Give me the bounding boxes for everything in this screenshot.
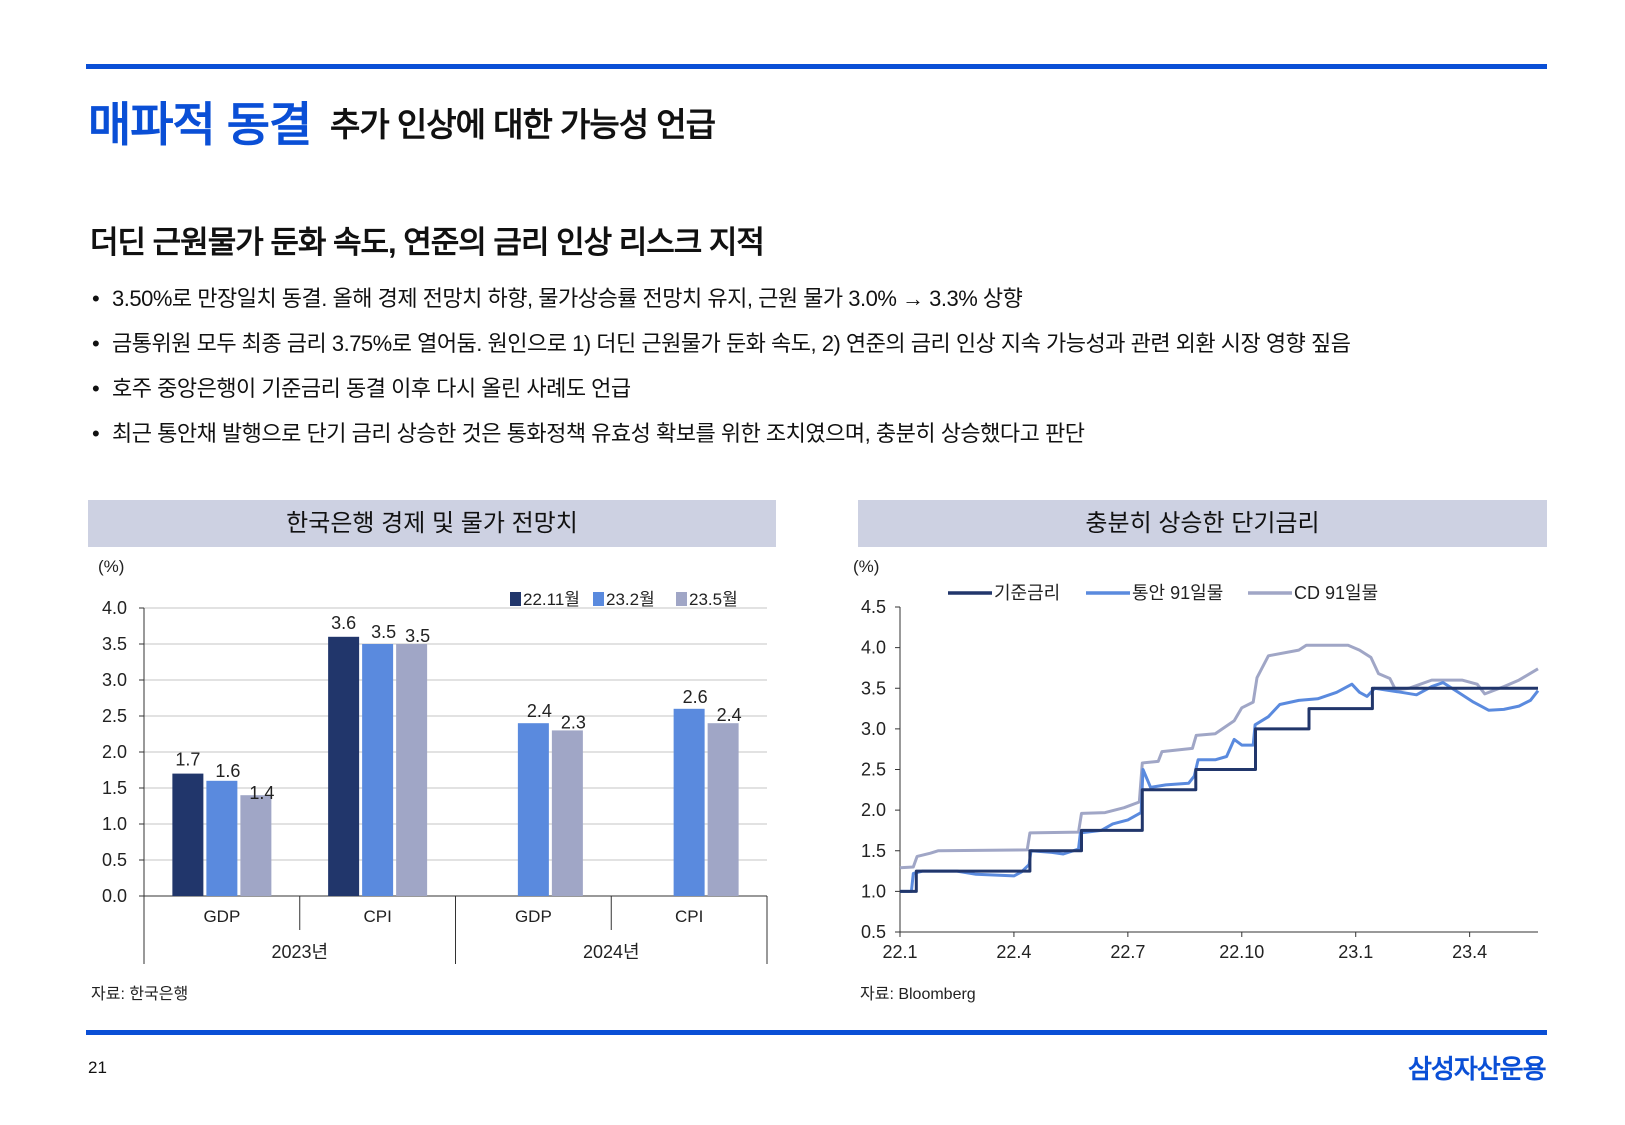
data-label: 3.5 [405,626,430,646]
data-label: 2.3 [561,712,586,732]
bullet-marker: • [92,286,100,311]
bullet-item: • 호주 중앙은행이 기준금리 동결 이후 다시 올린 사례도 언급 [92,373,1350,418]
y-axis-unit: (%) [853,557,879,576]
bar [396,644,428,896]
x-tick-label: 22.10 [1219,942,1264,962]
data-label: 1.6 [215,761,240,781]
data-label: 2.6 [683,687,708,707]
y-tick-label: 2.0 [861,800,886,820]
bullet-list: • 3.50%로 만장일치 동결. 올해 경제 전망치 하향, 물가상승률 전망치… [92,283,1351,463]
bullet-text: 호주 중앙은행이 기준금리 동결 이후 다시 올린 사례도 언급 [112,376,631,401]
bar [517,723,549,896]
legend-label: 통안 91일물 [1132,583,1223,603]
legend-label: 23.2월 [606,590,655,609]
page-number: 21 [88,1058,107,1077]
x-group-label: 2024년 [583,942,640,962]
legend-swatch [593,592,604,606]
x-category-label: CPI [675,907,703,926]
data-label: 3.6 [331,613,356,633]
data-label: 2.4 [527,701,552,721]
bar [328,636,360,896]
legend-label: 23.5월 [689,590,738,609]
x-category-label: GDP [203,907,240,926]
y-tick-label: 1.5 [861,841,886,861]
y-tick-label: 2.0 [102,742,127,762]
section-heading: 더딘 근원물가 둔화 속도, 연준의 금리 인상 리스크 지적 [90,225,765,260]
y-tick-label: 1.5 [102,778,127,798]
y-tick-label: 3.5 [102,634,127,654]
y-tick-label: 4.5 [861,597,886,617]
x-tick-label: 23.1 [1338,942,1373,962]
x-group-label: 2023년 [271,942,328,962]
x-category-label: GDP [515,907,552,926]
data-label: 2.4 [717,705,742,725]
bullet-text: 금통위원 모두 최종 금리 3.75%로 열어둠. 원인으로 1) 더딘 근원물… [112,331,1351,356]
x-tick-label: 22.4 [996,942,1031,962]
legend-swatch [510,592,521,606]
y-tick-label: 2.5 [861,760,886,780]
bullet-marker: • [92,376,100,401]
data-label: 1.4 [249,783,274,803]
legend-label: CD 91일물 [1294,583,1378,603]
bar-chart-source: 자료: 한국은행 [91,986,189,1003]
data-label: 3.5 [371,622,396,642]
bar [172,773,204,896]
page-subtitle: 추가 인상에 대한 가능성 언급 [330,106,716,143]
y-tick-label: 3.0 [861,719,886,739]
data-label: 1.7 [175,750,200,770]
y-tick-label: 1.0 [102,814,127,834]
line-chart: (%) 0.5 1.0 1.5 2.0 2.5 3.0 3.5 4.0 4.5 22.1 22.4 22… [853,557,1540,962]
x-category-label: CPI [363,907,391,926]
legend-swatch [676,592,687,606]
bar [673,708,705,896]
bar [551,730,583,896]
bullet-marker: • [92,331,100,356]
bar-chart-title: 한국은행 경제 및 물가 전망치 [88,500,776,547]
y-tick-label: 3.5 [861,678,886,698]
legend-label: 기준금리 [994,583,1060,603]
series-line [900,686,1538,893]
bullet-item: • 3.50%로 만장일치 동결. 올해 경제 전망치 하향, 물가상승률 전망치… [92,283,1350,328]
bar [362,644,394,896]
y-tick-label: 4.0 [861,638,886,658]
page-title: 매파적 동결 [88,98,312,151]
y-tick-label: 0.0 [102,886,127,906]
bullet-text: 최근 통안채 발행으로 단기 금리 상승한 것은 통화정책 유효성 확보를 위한… [112,421,1085,446]
bullet-marker: • [92,421,100,446]
bar [707,723,739,896]
line-chart-source: 자료: Bloomberg [860,986,976,1003]
bar [206,780,238,896]
line-chart-title: 충분히 상승한 단기금리 [858,500,1547,547]
y-tick-label: 3.0 [102,670,127,690]
legend-label: 22.11월 [523,590,580,609]
bar [240,795,272,896]
x-tick-label: 22.1 [882,942,917,962]
bullet-item: • 최근 통안채 발행으로 단기 금리 상승한 것은 통화정책 유효성 확보를 위… [92,418,1350,463]
y-tick-label: 2.5 [102,706,127,726]
series-line [900,681,1540,893]
bar-chart: (%) 0.0 0.5 1.0 1.5 2.0 2.5 3.0 3.5 4.0 GDP 1.7 1.6 1… [98,557,768,964]
y-tick-label: 4.0 [102,598,127,618]
y-tick-label: 0.5 [102,850,127,870]
y-tick-label: 0.5 [861,922,886,942]
bullet-item: • 금통위원 모두 최종 금리 3.75%로 열어둠. 원인으로 1) 더딘 근원… [92,328,1351,373]
y-axis-unit: (%) [98,557,124,576]
bottom-rule [86,1030,1547,1035]
top-rule [86,64,1547,69]
x-tick-label: 23.4 [1452,942,1487,962]
y-tick-label: 1.0 [861,881,886,901]
bullet-text: 3.50%로 만장일치 동결. 올해 경제 전망치 하향, 물가상승률 전망치 … [112,286,1023,311]
company-logo: 삼성자산운용 [1408,1054,1547,1084]
x-tick-label: 22.7 [1110,942,1145,962]
series-line [899,643,1539,870]
